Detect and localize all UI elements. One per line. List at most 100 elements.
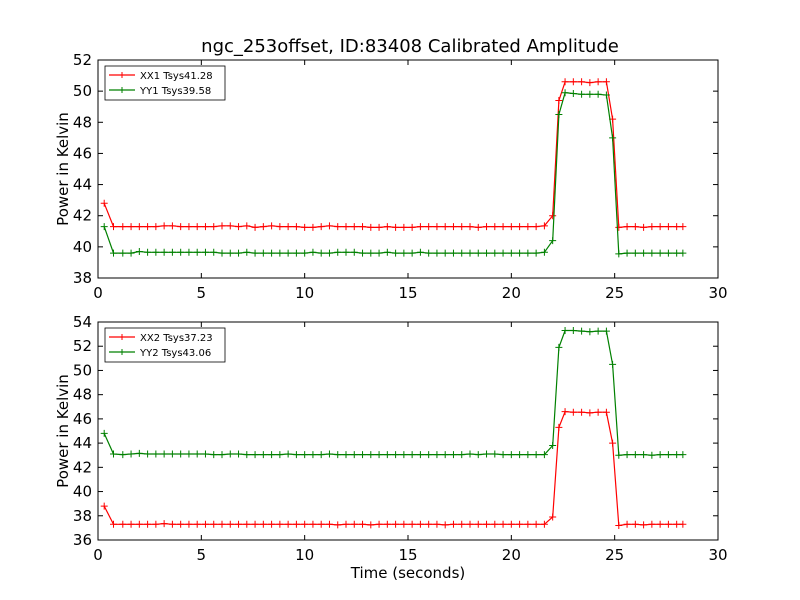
- x-tick-label: 5: [197, 546, 207, 564]
- data-point: [210, 451, 218, 459]
- data-point: [569, 326, 577, 334]
- data-point: [243, 451, 251, 459]
- data-point: [193, 248, 201, 256]
- data-point: [664, 520, 672, 528]
- data-point: [226, 450, 234, 458]
- y-tick-label: 54: [73, 313, 92, 331]
- y-tick-label: 40: [73, 238, 92, 256]
- data-point: [251, 451, 259, 459]
- data-point: [532, 223, 540, 231]
- data-point: [664, 223, 672, 231]
- data-point: [441, 451, 449, 459]
- data-point: [524, 451, 532, 459]
- data-point: [602, 408, 610, 416]
- data-point: [549, 513, 557, 521]
- data-point: [301, 223, 309, 231]
- data-point: [100, 223, 108, 231]
- y-tick-label: 38: [73, 507, 92, 525]
- data-point: [416, 223, 424, 231]
- data-point: [433, 223, 441, 231]
- data-point: [648, 223, 656, 231]
- series-1: [100, 408, 687, 529]
- data-point: [483, 249, 491, 257]
- data-point: [317, 451, 325, 459]
- data-point: [540, 248, 548, 256]
- data-point: [458, 249, 466, 257]
- data-point: [623, 451, 631, 459]
- legend-box: [104, 327, 226, 363]
- data-point: [350, 451, 358, 459]
- data-point: [673, 223, 681, 231]
- data-point: [474, 223, 482, 231]
- data-point: [152, 520, 160, 528]
- data-point: [561, 78, 569, 86]
- data-point: [441, 249, 449, 257]
- y-axis-label: Power in Kelvin: [54, 112, 72, 226]
- data-point: [251, 520, 259, 528]
- x-tick-label: 5: [197, 284, 207, 302]
- data-point: [383, 451, 391, 459]
- data-point: [350, 248, 358, 256]
- data-point: [160, 520, 168, 528]
- data-point: [367, 451, 375, 459]
- data-point: [152, 223, 160, 231]
- data-point: [392, 451, 400, 459]
- data-point: [168, 248, 176, 256]
- legend-label: XX2 Tsys37.23: [140, 333, 213, 344]
- data-point: [449, 249, 457, 257]
- legend-marker: [119, 349, 125, 355]
- data-point: [578, 327, 586, 335]
- data-point: [416, 520, 424, 528]
- data-point: [594, 327, 602, 335]
- y-axis-label: Power in Kelvin: [54, 374, 72, 488]
- x-tick-label: 30: [708, 546, 727, 564]
- legend-label: XX1 Tsys41.28: [140, 71, 213, 82]
- data-point: [483, 223, 491, 231]
- data-point: [177, 223, 185, 231]
- chart-title: ngc_253offset, ID:83408 Calibrated Ampli…: [201, 36, 619, 57]
- data-point: [400, 249, 408, 257]
- data-point: [408, 520, 416, 528]
- legend-marker: [119, 334, 125, 340]
- data-point: [640, 249, 648, 257]
- data-point: [679, 520, 687, 528]
- data-point: [673, 520, 681, 528]
- data-point: [499, 223, 507, 231]
- data-point: [160, 222, 168, 230]
- data-point: [474, 520, 482, 528]
- data-point: [301, 520, 309, 528]
- data-point: [193, 450, 201, 458]
- data-point: [375, 451, 383, 459]
- data-point: [127, 223, 135, 231]
- data-point: [466, 223, 474, 231]
- legend-label: YY1 Tsys39.58: [139, 86, 211, 97]
- data-point: [309, 223, 317, 231]
- data-point: [235, 520, 243, 528]
- series-2: [100, 89, 687, 258]
- data-point: [292, 451, 300, 459]
- data-point: [631, 249, 639, 257]
- y-tick-label: 48: [73, 386, 92, 404]
- legend-label: YY2 Tsys43.06: [139, 348, 211, 359]
- data-point: [549, 237, 557, 245]
- data-point: [144, 223, 152, 231]
- data-point: [623, 223, 631, 231]
- x-tick-label: 0: [93, 546, 103, 564]
- data-point: [210, 248, 218, 256]
- series-1: [100, 78, 687, 231]
- data-point: [317, 223, 325, 231]
- data-point: [549, 442, 557, 450]
- y-tick-label: 42: [73, 458, 92, 476]
- data-point: [168, 520, 176, 528]
- data-point: [623, 249, 631, 257]
- data-point: [177, 520, 185, 528]
- data-point: [110, 520, 117, 528]
- data-point: [185, 248, 193, 256]
- data-point: [408, 249, 416, 257]
- data-point: [400, 223, 408, 231]
- data-point: [100, 199, 108, 207]
- legend: XX2 Tsys37.23 YY2 Tsys43.06: [104, 327, 226, 363]
- data-point: [433, 520, 441, 528]
- data-point: [499, 451, 507, 459]
- data-point: [640, 223, 648, 231]
